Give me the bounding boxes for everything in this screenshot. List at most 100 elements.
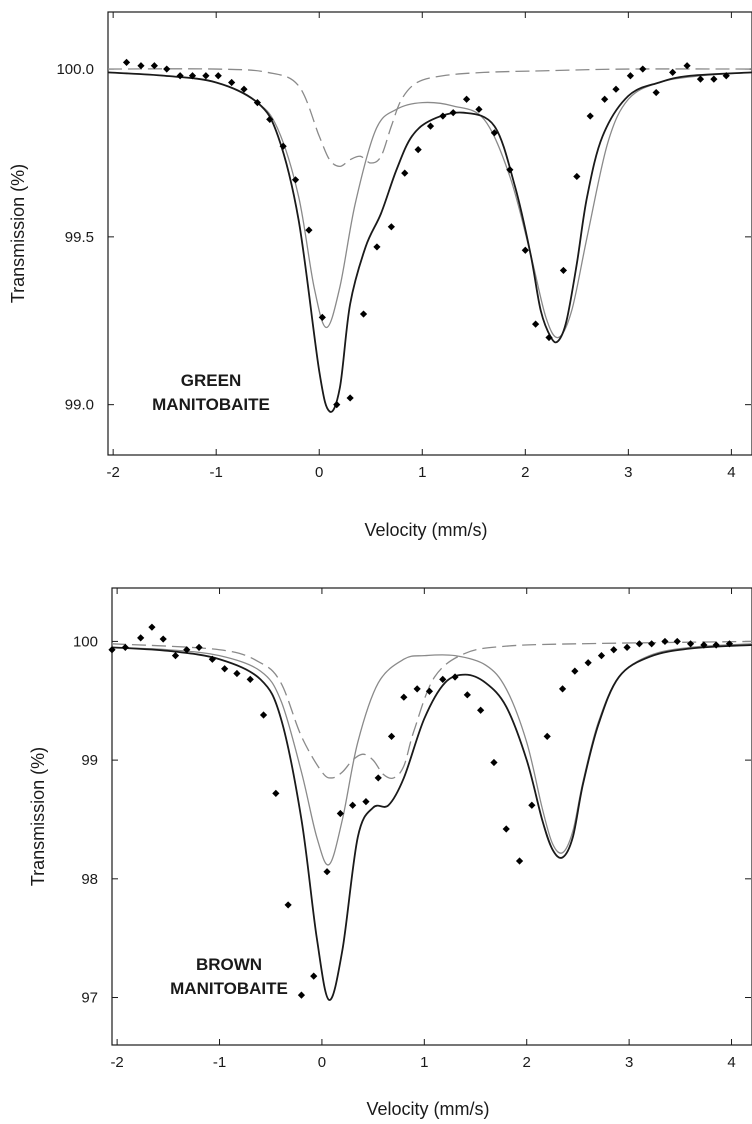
x-tick-label: 0 <box>315 464 323 481</box>
data-point <box>297 991 306 999</box>
x-tick-label: 1 <box>420 1054 428 1071</box>
data-point <box>272 789 280 797</box>
sample-label-line2: MANITOBAITE <box>170 979 288 998</box>
fe3-fit-curve <box>108 68 752 168</box>
data-point <box>346 394 354 402</box>
fe2-fit-curve <box>108 71 752 339</box>
data-point <box>208 655 216 663</box>
data-point <box>253 99 262 107</box>
green-manitobaite-chart: -2 -1 0 1 2 3 4 99.0 99.5 100.0 GREEN MANITOBAITE… <box>8 11 752 540</box>
x-axis-title: Velocity (mm/s) <box>366 1099 489 1119</box>
data-point <box>571 667 579 675</box>
data-point <box>122 58 131 66</box>
data-point <box>612 85 620 93</box>
data-point <box>137 634 145 642</box>
brown-manitobaite-chart: -2 -1 0 1 2 3 4 97 98 99 100 BROWN MANITOBAITE Vel… <box>28 587 752 1119</box>
data-point <box>449 109 457 117</box>
data-point <box>543 732 551 740</box>
data-point <box>521 246 529 254</box>
data-point <box>240 85 248 93</box>
data-point <box>259 711 268 719</box>
plot-frame <box>107 11 752 456</box>
data-point <box>573 172 581 181</box>
data-point <box>336 809 344 818</box>
data-point <box>183 646 191 654</box>
x-tick-label: -1 <box>210 464 223 481</box>
data-point <box>279 142 287 150</box>
data-point <box>221 665 229 673</box>
data-point <box>323 868 331 876</box>
data-point <box>310 972 318 980</box>
data-point <box>373 243 381 251</box>
data-point <box>652 88 660 97</box>
data-point <box>725 640 734 648</box>
data-point <box>150 62 158 70</box>
data-point <box>490 758 498 767</box>
plot-frame <box>111 587 752 1046</box>
fe2-fit-curve <box>112 643 752 866</box>
fe3-fit-curve <box>112 640 752 780</box>
x-tick-label: 2 <box>521 464 529 481</box>
data-points <box>108 623 734 999</box>
sample-label-line2: MANITOBAITE <box>152 395 270 414</box>
data-point <box>601 95 609 103</box>
data-point <box>233 669 241 678</box>
data-point <box>214 72 222 80</box>
x-tick-label: 4 <box>727 464 735 481</box>
data-point <box>387 732 396 740</box>
data-point <box>425 687 434 695</box>
data-point <box>528 801 536 809</box>
data-point <box>639 65 647 73</box>
total-fit-curve <box>112 644 752 1001</box>
data-point <box>333 401 341 409</box>
data-point <box>414 145 422 154</box>
data-point <box>266 115 274 123</box>
data-point <box>439 675 447 683</box>
y-tick-label: 99.0 <box>65 397 94 414</box>
data-point <box>669 68 677 77</box>
data-point <box>291 176 300 184</box>
data-point <box>318 313 326 322</box>
data-point <box>515 857 524 865</box>
data-point <box>202 72 210 80</box>
fit-curves <box>112 640 752 1001</box>
data-point <box>159 635 167 643</box>
total-fit-curve <box>108 71 752 413</box>
x-tick-label: -2 <box>106 464 119 481</box>
y-tick-label: 100.0 <box>56 61 94 78</box>
data-point <box>462 95 471 103</box>
data-point <box>228 78 236 87</box>
sample-label-line1: BROWN <box>196 955 262 974</box>
axis-ticks: -2 -1 0 1 2 3 4 99.0 99.5 100.0 <box>56 12 751 481</box>
data-point <box>661 637 669 646</box>
data-point <box>439 112 447 120</box>
x-tick-label: 4 <box>727 1054 735 1071</box>
data-point <box>176 72 184 80</box>
data-point <box>374 774 382 782</box>
x-tick-label: -2 <box>110 1054 123 1071</box>
x-tick-label: 3 <box>624 464 632 481</box>
data-point <box>401 169 409 177</box>
data-point <box>696 75 705 83</box>
data-point <box>171 652 180 660</box>
data-point <box>722 72 730 80</box>
y-tick-label: 100 <box>73 633 98 650</box>
data-point <box>686 640 695 648</box>
data-point <box>610 646 618 654</box>
x-tick-label: 1 <box>418 464 426 481</box>
data-point <box>532 320 540 328</box>
data-point <box>712 641 720 649</box>
data-point <box>586 112 594 120</box>
x-tick-label: -1 <box>213 1054 226 1071</box>
y-axis-title: Transmission (%) <box>28 747 48 886</box>
sample-label-line1: GREEN <box>181 371 241 390</box>
data-point <box>451 673 459 681</box>
data-point <box>359 310 368 318</box>
data-point <box>188 72 197 80</box>
data-point <box>108 646 116 654</box>
data-point <box>305 226 313 234</box>
data-point <box>559 266 568 275</box>
data-point <box>426 122 435 130</box>
data-point <box>400 693 408 701</box>
data-point <box>362 798 370 806</box>
